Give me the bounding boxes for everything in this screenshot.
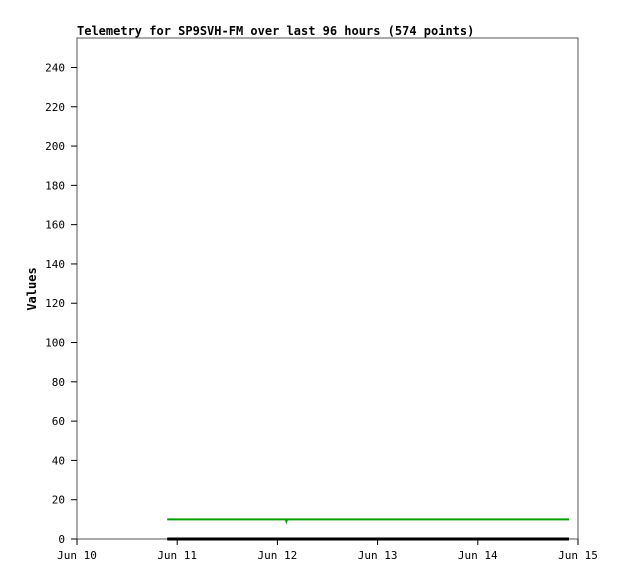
y-tick-label: 140 xyxy=(45,258,65,271)
x-tick-label: Jun 13 xyxy=(358,549,398,562)
y-tick-label: 200 xyxy=(45,140,65,153)
y-tick-label: 180 xyxy=(45,179,65,192)
x-tick-label: Jun 14 xyxy=(458,549,498,562)
y-tick-label: 240 xyxy=(45,61,65,74)
x-tick-label: Jun 10 xyxy=(57,549,97,562)
y-tick-label: 0 xyxy=(58,533,65,546)
chart-title: Telemetry for SP9SVH-FM over last 96 hou… xyxy=(77,24,474,38)
y-tick-label: 120 xyxy=(45,297,65,310)
plot-frame xyxy=(76,37,579,540)
x-tick-label: Jun 15 xyxy=(558,549,598,562)
x-tick-label: Jun 12 xyxy=(258,549,298,562)
y-tick-label: 160 xyxy=(45,219,65,232)
y-axis-label: Values xyxy=(25,267,39,310)
series-line-0 xyxy=(167,518,569,525)
y-tick-label: 40 xyxy=(52,454,65,467)
y-tick-label: 100 xyxy=(45,337,65,350)
y-tick-label: 20 xyxy=(52,494,65,507)
y-tick-label: 60 xyxy=(52,415,65,428)
y-tick-label: 80 xyxy=(52,376,65,389)
x-tick-label: Jun 11 xyxy=(157,549,197,562)
y-tick-label: 220 xyxy=(45,101,65,114)
